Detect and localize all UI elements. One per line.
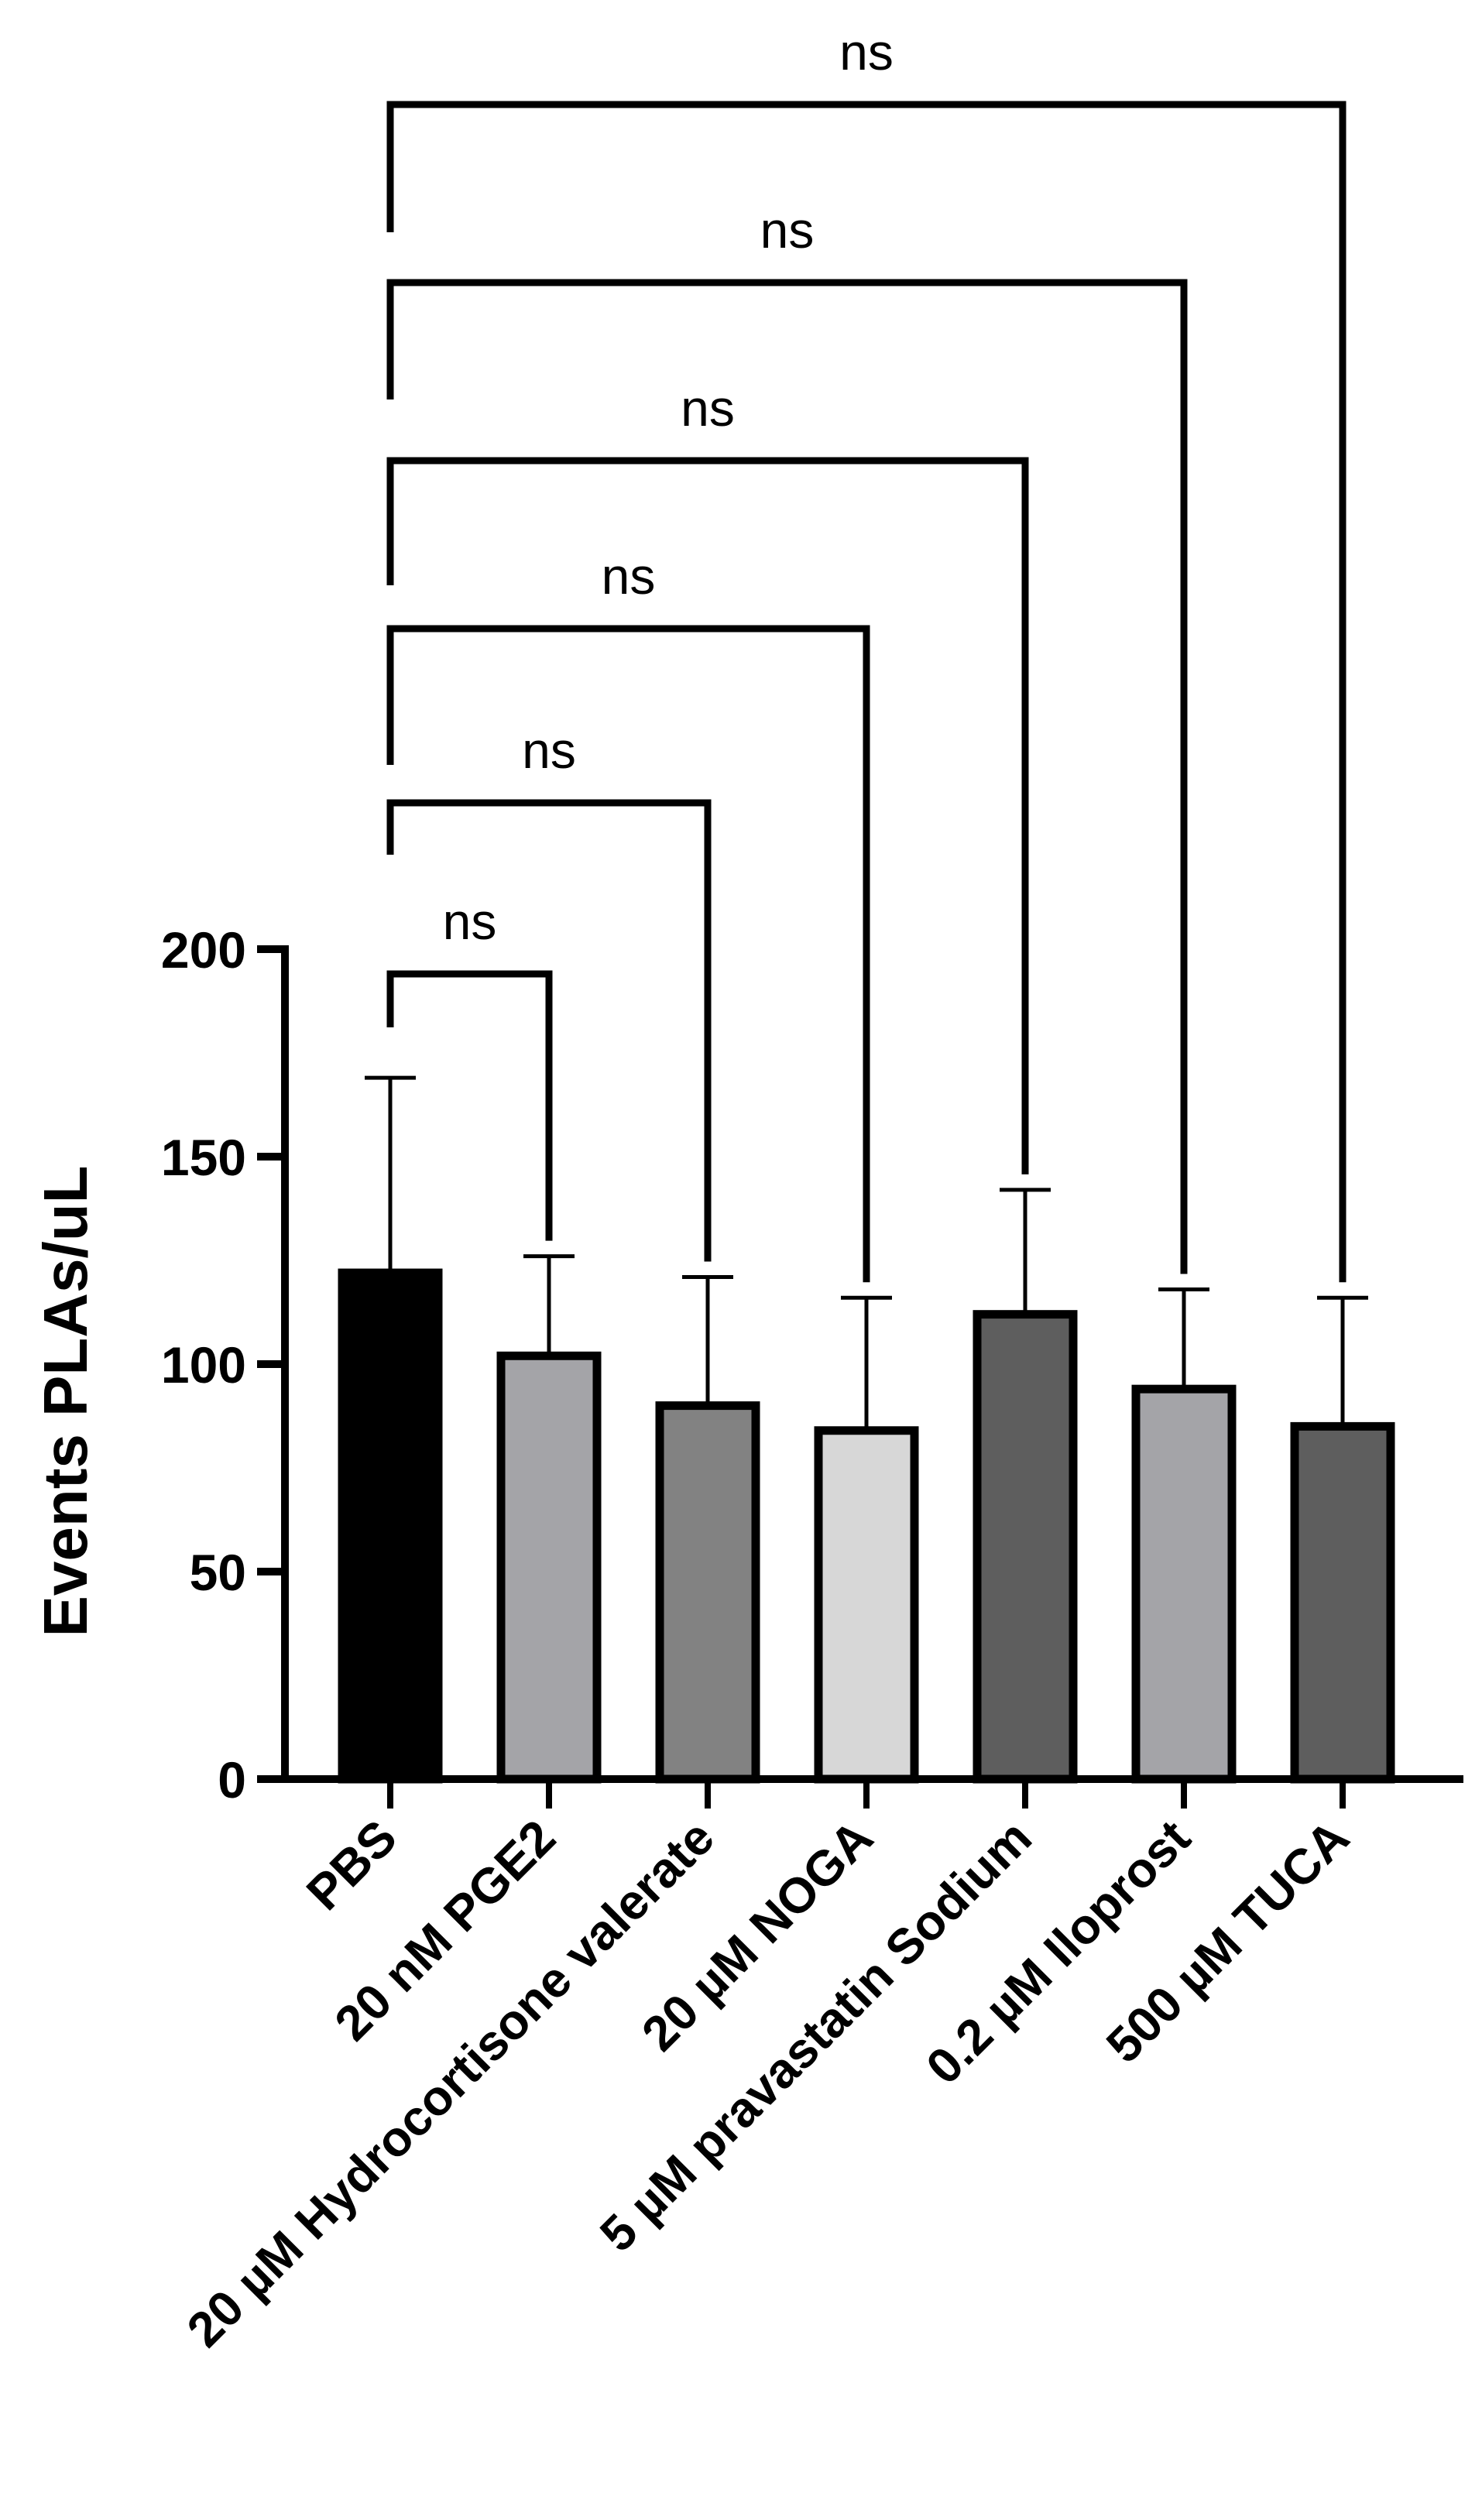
y-tick-label-1: 50 [190, 1544, 246, 1601]
y-tick-label-2: 100 [161, 1336, 246, 1394]
bar-1 [496, 1351, 602, 1784]
bracket-label-5: ns [839, 23, 894, 81]
bar-5 [1131, 1384, 1237, 1784]
y-tick-label-4: 200 [161, 921, 246, 979]
bracket-1 [386, 799, 712, 1262]
y-axis-label: Events PLAs/uL [31, 1165, 100, 1637]
bracket-label-2: ns [602, 547, 656, 605]
bracket-4 [386, 279, 1188, 1274]
bar-6 [1290, 1421, 1395, 1784]
bracket-2 [386, 625, 870, 1283]
y-tick-label-3: 150 [161, 1129, 246, 1186]
bar-4 [973, 1310, 1078, 1784]
bar-0 [338, 1268, 443, 1784]
bracket-label-4: ns [760, 201, 815, 259]
x-tick-label-5: 0.2 µM Iloprost [915, 1809, 1201, 2095]
y-tick-label-0: 0 [218, 1751, 246, 1809]
bracket-label-3: ns [681, 379, 735, 437]
axes-group [257, 945, 1463, 1809]
bracket-label-1: ns [522, 722, 576, 779]
error-bars-group [365, 1075, 1368, 1431]
bracket-3 [386, 457, 1029, 1174]
bracket-label-0: ns [443, 893, 497, 950]
bracket-0 [386, 970, 553, 1241]
bar-3 [814, 1426, 919, 1784]
bar-2 [655, 1401, 760, 1784]
bracket-5 [386, 101, 1346, 1283]
significance-brackets: ns ns ns ns ns ns [386, 23, 1346, 1283]
x-tick-label-0: PBS [296, 1809, 407, 1921]
